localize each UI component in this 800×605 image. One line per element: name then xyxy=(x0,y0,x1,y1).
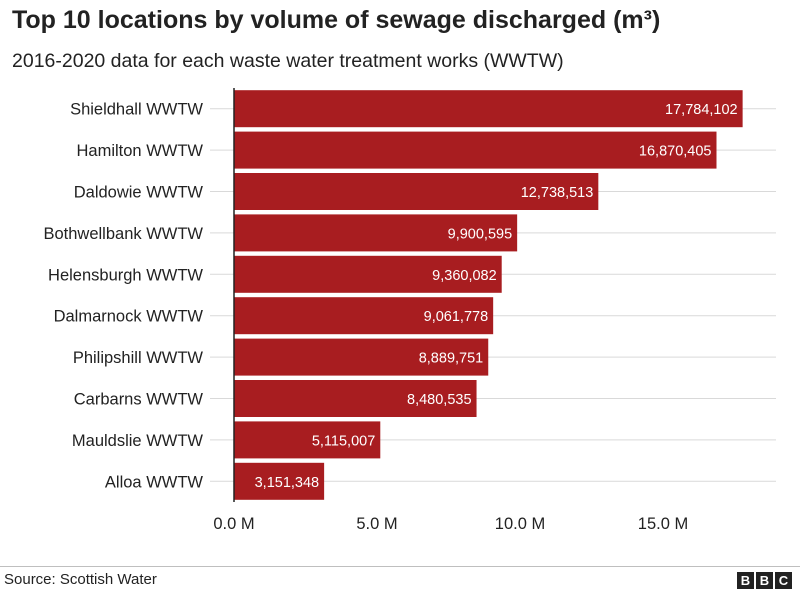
chart-title: Top 10 locations by volume of sewage dis… xyxy=(12,6,661,34)
bar xyxy=(234,214,518,252)
bar xyxy=(234,297,494,335)
value-label: 17,784,102 xyxy=(665,102,738,118)
bar xyxy=(234,255,502,293)
category-label: Helensburgh WWTW xyxy=(48,266,203,284)
bar xyxy=(234,173,599,210)
bar xyxy=(234,380,477,417)
category-label: Philipshill WWTW xyxy=(73,349,204,367)
category-label: Hamilton WWTW xyxy=(77,142,204,160)
value-label: 8,480,535 xyxy=(407,392,472,408)
category-label: Carbarns WWTW xyxy=(74,391,204,409)
bar xyxy=(234,90,743,128)
bar xyxy=(234,131,717,169)
value-label: 8,889,751 xyxy=(419,351,484,367)
source-note: Source: Scottish Water xyxy=(4,571,157,588)
value-label: 9,900,595 xyxy=(448,226,513,242)
category-label: Bothwellbank WWTW xyxy=(43,225,203,243)
bbc-logo-block: B xyxy=(737,572,754,589)
bbc-logo-block: B xyxy=(756,572,773,589)
category-label: Daldowie WWTW xyxy=(74,184,204,202)
chart-subtitle: 2016-2020 data for each waste water trea… xyxy=(12,50,564,72)
bar xyxy=(234,421,381,459)
footer-divider xyxy=(0,566,800,567)
category-label: Dalmarnock WWTW xyxy=(54,308,204,326)
category-label: Alloa WWTW xyxy=(105,473,204,491)
x-tick-label: 0.0 M xyxy=(213,515,254,533)
x-tick-label: 15.0 M xyxy=(638,515,688,533)
category-label: Mauldslie WWTW xyxy=(72,432,204,450)
bar xyxy=(234,462,325,500)
bbc-logo-block: C xyxy=(775,572,792,589)
value-label: 5,115,007 xyxy=(312,433,375,449)
value-label: 3,151,348 xyxy=(255,475,320,491)
bar xyxy=(234,338,489,376)
value-label: 12,738,513 xyxy=(521,185,594,201)
bar-chart: Shieldhall WWTW 17,784,102 Hamilton WWTW 16… xyxy=(43,88,776,533)
value-label: 9,061,778 xyxy=(424,309,489,325)
x-tick-label: 10.0 M xyxy=(495,515,545,533)
value-label: 9,360,082 xyxy=(432,268,497,284)
category-label: Shieldhall WWTW xyxy=(70,101,203,119)
x-tick-label: 5.0 M xyxy=(356,515,397,533)
value-label: 16,870,405 xyxy=(639,144,712,160)
